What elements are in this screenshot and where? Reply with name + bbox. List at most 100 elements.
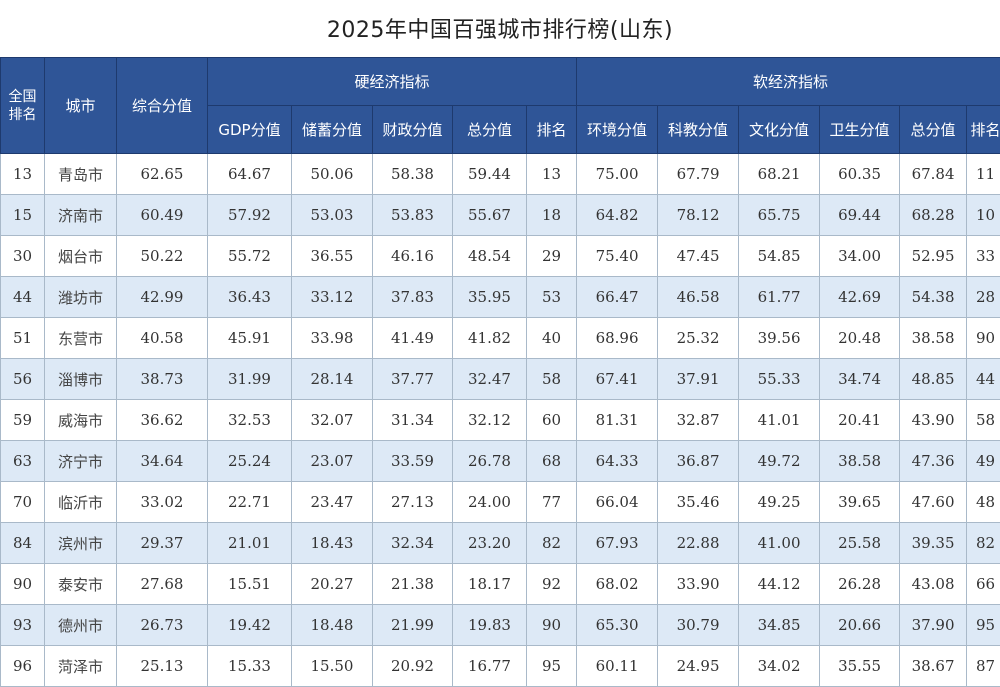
soft-total-score-cell: 43.08 [900,564,967,605]
soft-total-score-cell: 67.84 [900,154,967,195]
health-score-cell: 20.48 [820,318,900,359]
gdp-score-cell: 21.01 [208,523,292,564]
savings-score-cell: 33.12 [292,277,373,318]
environment-score-cell: 81.31 [577,400,658,441]
city-cell: 济宁市 [45,441,117,482]
health-score-cell: 42.69 [820,277,900,318]
health-score-cell: 69.44 [820,195,900,236]
health-score-cell: 35.55 [820,646,900,687]
city-cell: 淄博市 [45,359,117,400]
science-edu-score-cell: 35.46 [658,482,739,523]
soft-total-score-cell: 54.38 [900,277,967,318]
soft-rank-cell: 10 [967,195,1000,236]
culture-score-cell: 34.02 [739,646,820,687]
soft-total-score-cell: 47.36 [900,441,967,482]
fiscal-score-cell: 33.59 [373,441,453,482]
hard-total-score-cell: 41.82 [453,318,527,359]
culture-score-cell: 49.25 [739,482,820,523]
gdp-score-cell: 22.71 [208,482,292,523]
city-cell: 泰安市 [45,564,117,605]
culture-score-cell: 61.77 [739,277,820,318]
soft-total-score-cell: 39.35 [900,523,967,564]
composite-score-cell: 26.73 [117,605,208,646]
composite-score-cell: 34.64 [117,441,208,482]
composite-score-cell: 38.73 [117,359,208,400]
hard-total-score-cell: 32.47 [453,359,527,400]
fiscal-score-cell: 37.77 [373,359,453,400]
hard-total-score-cell: 32.12 [453,400,527,441]
soft-rank-cell: 90 [967,318,1000,359]
environment-score-cell: 65.30 [577,605,658,646]
fiscal-score-cell: 32.34 [373,523,453,564]
hard-total-score-cell: 24.00 [453,482,527,523]
savings-score-cell: 23.07 [292,441,373,482]
city-cell: 威海市 [45,400,117,441]
composite-score-cell: 42.99 [117,277,208,318]
fiscal-score-cell: 31.34 [373,400,453,441]
city-cell: 潍坊市 [45,277,117,318]
fiscal-score-cell: 58.38 [373,154,453,195]
national-rank-cell: 30 [1,236,45,277]
soft-total-score-cell: 47.60 [900,482,967,523]
hard-rank-cell: 90 [527,605,577,646]
city-cell: 青岛市 [45,154,117,195]
fiscal-score-cell: 21.38 [373,564,453,605]
culture-score-cell: 68.21 [739,154,820,195]
soft-rank-cell: 66 [967,564,1000,605]
gdp-score-cell: 64.67 [208,154,292,195]
science-edu-score-cell: 22.88 [658,523,739,564]
header-soft-economy: 软经济指标 [577,58,1000,106]
header-hard-total-score: 总分值 [453,106,527,154]
fiscal-score-cell: 41.49 [373,318,453,359]
environment-score-cell: 64.82 [577,195,658,236]
city-cell: 滨州市 [45,523,117,564]
header-hard-economy: 硬经济指标 [208,58,577,106]
header-environment-score: 环境分值 [577,106,658,154]
composite-score-cell: 40.58 [117,318,208,359]
national-rank-cell: 96 [1,646,45,687]
culture-score-cell: 44.12 [739,564,820,605]
culture-score-cell: 34.85 [739,605,820,646]
national-rank-cell: 90 [1,564,45,605]
science-edu-score-cell: 25.32 [658,318,739,359]
gdp-score-cell: 25.24 [208,441,292,482]
culture-score-cell: 54.85 [739,236,820,277]
gdp-score-cell: 45.91 [208,318,292,359]
hard-rank-cell: 77 [527,482,577,523]
environment-score-cell: 68.96 [577,318,658,359]
savings-score-cell: 32.07 [292,400,373,441]
hard-total-score-cell: 59.44 [453,154,527,195]
environment-score-cell: 60.11 [577,646,658,687]
composite-score-cell: 62.65 [117,154,208,195]
health-score-cell: 38.58 [820,441,900,482]
health-score-cell: 34.00 [820,236,900,277]
soft-total-score-cell: 43.90 [900,400,967,441]
science-edu-score-cell: 33.90 [658,564,739,605]
science-edu-score-cell: 36.87 [658,441,739,482]
hard-rank-cell: 82 [527,523,577,564]
national-rank-cell: 51 [1,318,45,359]
environment-score-cell: 75.00 [577,154,658,195]
health-score-cell: 20.66 [820,605,900,646]
national-rank-cell: 15 [1,195,45,236]
composite-score-cell: 33.02 [117,482,208,523]
hard-rank-cell: 18 [527,195,577,236]
composite-score-cell: 50.22 [117,236,208,277]
header-city: 城市 [45,58,117,154]
culture-score-cell: 41.00 [739,523,820,564]
hard-total-score-cell: 19.83 [453,605,527,646]
city-cell: 烟台市 [45,236,117,277]
composite-score-cell: 27.68 [117,564,208,605]
health-score-cell: 39.65 [820,482,900,523]
gdp-score-cell: 55.72 [208,236,292,277]
header-soft-total-score: 总分值 [900,106,967,154]
